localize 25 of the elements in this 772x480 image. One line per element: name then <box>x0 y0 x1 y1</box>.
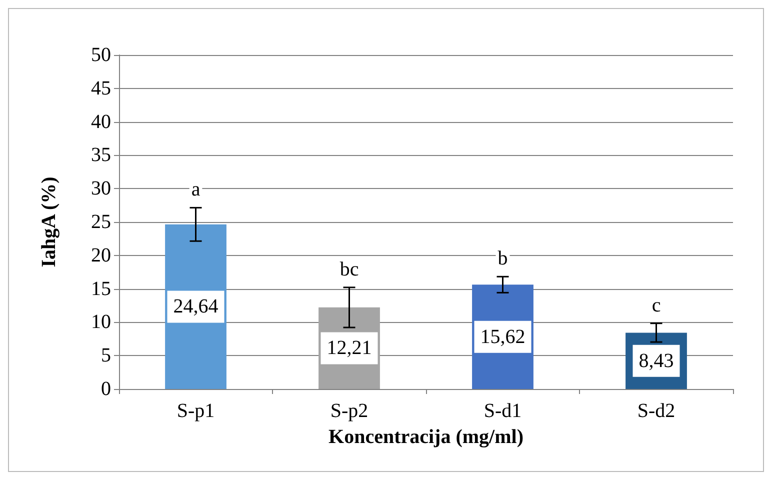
annotation: c <box>652 294 661 316</box>
y-tick-label: 50 <box>91 44 111 66</box>
annotation: a <box>191 178 200 201</box>
y-tick-label: 15 <box>91 278 111 300</box>
y-tick-label: 45 <box>91 77 111 100</box>
y-tick-label: 10 <box>91 311 111 334</box>
data-label: 12,21 <box>326 337 372 360</box>
y-tick-label: 30 <box>91 178 111 200</box>
y-tick-label: 35 <box>91 144 111 166</box>
annotation: b <box>498 248 508 270</box>
y-tick-label: 40 <box>91 110 111 133</box>
x-axis-title: Koncentracija (mg/ml) <box>328 426 524 448</box>
x-tick-label: S-p1 <box>176 400 215 422</box>
x-tick-label: S-p2 <box>330 400 368 422</box>
data-label: 8,43 <box>638 350 674 372</box>
data-label: 24,64 <box>173 296 218 318</box>
data-label: 15,62 <box>480 326 526 348</box>
annotation: bc <box>340 258 359 280</box>
y-tick-label: 25 <box>91 211 111 233</box>
y-axis-title: IahgA (%) <box>38 176 60 268</box>
y-tick-label: 20 <box>91 244 111 266</box>
y-tick-label: 0 <box>101 378 111 400</box>
x-tick-label: S-d2 <box>637 400 676 422</box>
x-tick-label: S-d1 <box>484 400 522 422</box>
y-tick-label: 5 <box>101 344 111 367</box>
